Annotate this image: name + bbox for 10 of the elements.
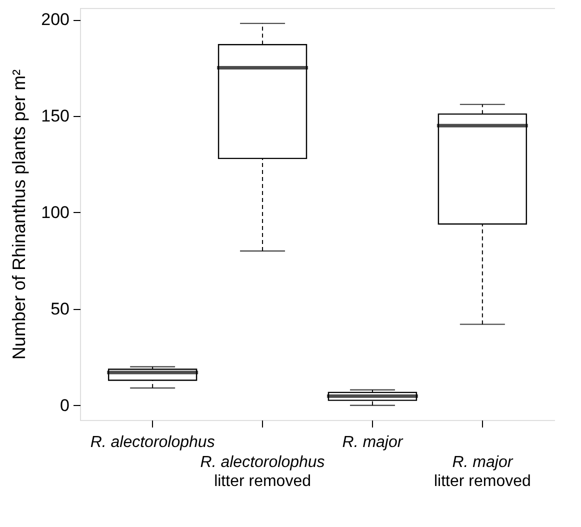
y-tick-label: 0 <box>60 396 70 415</box>
y-tick-label: 200 <box>41 10 70 30</box>
category-label: R. major litter removed <box>434 454 531 490</box>
x-tick-label: R. alectorolophus <box>90 434 215 451</box>
category-label: R. alectorolophus litter removed <box>200 454 325 490</box>
y-tick-label: 150 <box>41 106 70 126</box>
x-tick-label: R. major <box>342 434 404 451</box>
y-axis-title: Number of Rhinanthus plants per m² <box>9 69 30 360</box>
y-tick-label: 100 <box>41 202 70 222</box>
y-tick-label: 50 <box>50 299 70 318</box>
